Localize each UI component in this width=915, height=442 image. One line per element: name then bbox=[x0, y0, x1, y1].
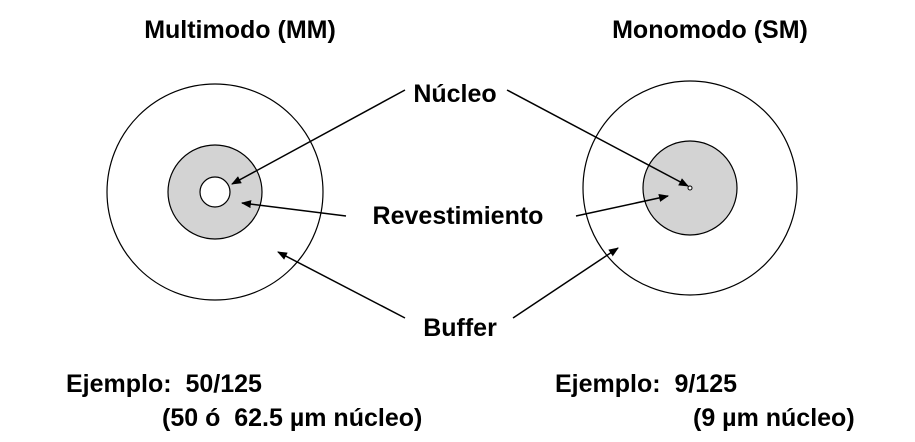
multimode-core bbox=[199, 176, 231, 208]
buffer-label: Buffer bbox=[423, 314, 497, 342]
multimode-fiber bbox=[106, 83, 324, 301]
core-arrow-multimode bbox=[231, 89, 406, 185]
multimode-title: Multimodo (MM) bbox=[144, 16, 336, 44]
singlemode-title: Monomodo (SM) bbox=[612, 16, 808, 44]
buffer-arrow-singlemode bbox=[512, 247, 619, 319]
multimode-example-line2: (50 ó 62.5 µm núcleo) bbox=[162, 404, 422, 432]
cladding-arrow-multimode bbox=[241, 200, 347, 217]
core-label: Núcleo bbox=[413, 80, 496, 108]
buffer-arrow-multimode bbox=[277, 251, 406, 319]
cladding-arrow-singlemode bbox=[575, 194, 669, 217]
multimode-example-line1: Ejemplo: 50/125 bbox=[66, 370, 262, 398]
singlemode-example-line1: Ejemplo: 9/125 bbox=[555, 370, 737, 398]
singlemode-core bbox=[687, 185, 693, 191]
singlemode-example-line2: (9 µm núcleo) bbox=[693, 404, 855, 432]
cladding-label: Revestimiento bbox=[373, 202, 544, 230]
singlemode-fiber bbox=[582, 80, 798, 296]
core-arrow-singlemode bbox=[506, 89, 689, 187]
